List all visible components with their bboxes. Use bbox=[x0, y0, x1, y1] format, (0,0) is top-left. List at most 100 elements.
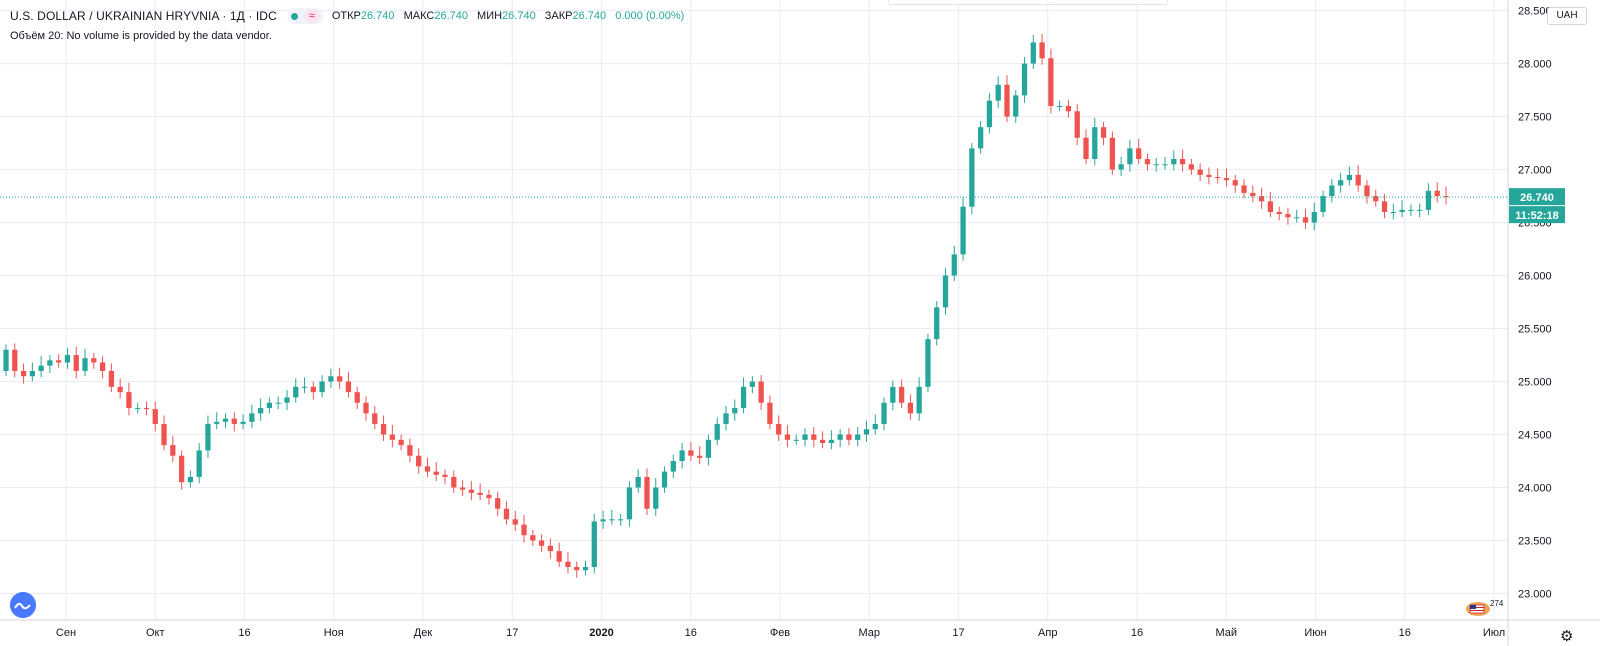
candle-body bbox=[609, 519, 615, 521]
candle-body bbox=[600, 519, 606, 522]
candle bbox=[916, 377, 922, 421]
candle bbox=[644, 468, 650, 516]
gear-icon[interactable]: ⚙ bbox=[1560, 628, 1574, 645]
candle-body bbox=[714, 423, 720, 440]
candle-body bbox=[1171, 158, 1177, 165]
wave-logo-icon[interactable] bbox=[10, 592, 36, 618]
candle bbox=[99, 356, 106, 379]
candle bbox=[1100, 121, 1107, 146]
candle bbox=[126, 382, 132, 416]
candle bbox=[301, 377, 308, 394]
candle bbox=[56, 353, 62, 368]
candle bbox=[407, 438, 413, 463]
candle-body bbox=[846, 434, 852, 440]
candle bbox=[1215, 168, 1221, 184]
currency-button[interactable]: UAH bbox=[1547, 7, 1587, 25]
candle bbox=[1338, 172, 1344, 193]
candle-body bbox=[942, 275, 949, 308]
candle bbox=[1276, 206, 1282, 221]
x-tick-label: 16 bbox=[1399, 627, 1411, 639]
candle bbox=[416, 448, 422, 474]
candle bbox=[934, 300, 940, 346]
candle-body bbox=[1276, 211, 1282, 215]
candle-body bbox=[170, 445, 176, 456]
candle bbox=[986, 93, 993, 134]
candle-body bbox=[530, 535, 536, 541]
candle-body bbox=[117, 386, 123, 393]
candle-body bbox=[828, 439, 834, 444]
toolbar-handle[interactable] bbox=[888, 0, 1168, 5]
legend-header: U.S. DOLLAR / UKRAINIAN HRYVNIA · 1Д · I… bbox=[10, 8, 690, 24]
x-tick-label: Мар bbox=[858, 627, 880, 639]
candlestick-series bbox=[3, 33, 1449, 578]
approx-icon: ≈ bbox=[303, 9, 320, 23]
candle bbox=[1057, 100, 1063, 112]
candle bbox=[345, 372, 352, 398]
candle bbox=[907, 394, 914, 420]
candle-body bbox=[29, 370, 35, 377]
x-tick-label: Сен bbox=[56, 627, 76, 639]
volume-note: Объём 20: No volume is provided by the d… bbox=[10, 30, 272, 42]
candle-body bbox=[767, 402, 773, 424]
candle bbox=[442, 469, 448, 485]
candle-body bbox=[231, 418, 237, 424]
candle bbox=[20, 363, 27, 384]
candle-body bbox=[1065, 105, 1072, 112]
candle-body bbox=[556, 551, 562, 562]
candle-body bbox=[214, 421, 220, 424]
candle-body bbox=[784, 434, 791, 440]
candle bbox=[1285, 207, 1291, 225]
candle bbox=[1188, 158, 1194, 175]
ohlc-low-label: МИН bbox=[477, 10, 503, 22]
candle bbox=[1030, 34, 1036, 69]
candle bbox=[249, 404, 255, 429]
candle bbox=[679, 443, 685, 469]
candle-body bbox=[618, 519, 624, 521]
candle-body bbox=[934, 307, 940, 340]
symbol-title[interactable]: U.S. DOLLAR / UKRAINIAN HRYVNIA · 1Д · I… bbox=[10, 9, 277, 23]
candle-body bbox=[143, 408, 150, 410]
status-pill[interactable]: ≈ bbox=[286, 8, 324, 24]
candle-body bbox=[152, 409, 158, 424]
candle-body bbox=[881, 402, 887, 424]
candle bbox=[609, 509, 615, 525]
candle-body bbox=[187, 476, 194, 483]
candle-body bbox=[416, 455, 422, 467]
ohlc-high-label: МАКС bbox=[403, 10, 435, 22]
candle-body bbox=[591, 521, 597, 568]
candle-body bbox=[258, 408, 264, 414]
x-tick-label: 16 bbox=[685, 627, 697, 639]
candle-body bbox=[951, 254, 957, 276]
flag-badge-icon[interactable]: 274 bbox=[1464, 597, 1506, 617]
candle bbox=[12, 343, 18, 378]
candle-body bbox=[574, 567, 580, 571]
candle-body bbox=[126, 392, 132, 409]
candle bbox=[29, 362, 35, 382]
ohlc-open-label: ОТКР bbox=[331, 10, 361, 22]
candle-body bbox=[82, 358, 88, 371]
candle bbox=[258, 398, 264, 421]
candle bbox=[688, 441, 694, 462]
candle bbox=[547, 538, 554, 559]
candle-body bbox=[1021, 63, 1028, 96]
candle-body bbox=[1048, 58, 1054, 106]
candle-body bbox=[1381, 201, 1388, 212]
candle-body bbox=[1417, 209, 1423, 211]
candle bbox=[574, 561, 580, 578]
y-tick-label: 24.500 bbox=[1518, 430, 1552, 442]
candle bbox=[354, 386, 360, 410]
candle-body bbox=[99, 362, 106, 371]
candle bbox=[222, 413, 229, 429]
candle-body bbox=[969, 148, 975, 207]
candle bbox=[565, 552, 571, 574]
candle-body bbox=[47, 360, 53, 366]
x-tick-label: Ноя bbox=[324, 627, 344, 639]
x-tick-label: Фев bbox=[770, 627, 790, 639]
candle-body bbox=[73, 355, 79, 371]
candle-body bbox=[925, 339, 931, 387]
candle-body bbox=[1434, 190, 1440, 197]
candle-body bbox=[389, 434, 395, 440]
candle-body bbox=[1302, 217, 1309, 223]
ohlc-high-value: 26.740 bbox=[434, 10, 468, 22]
